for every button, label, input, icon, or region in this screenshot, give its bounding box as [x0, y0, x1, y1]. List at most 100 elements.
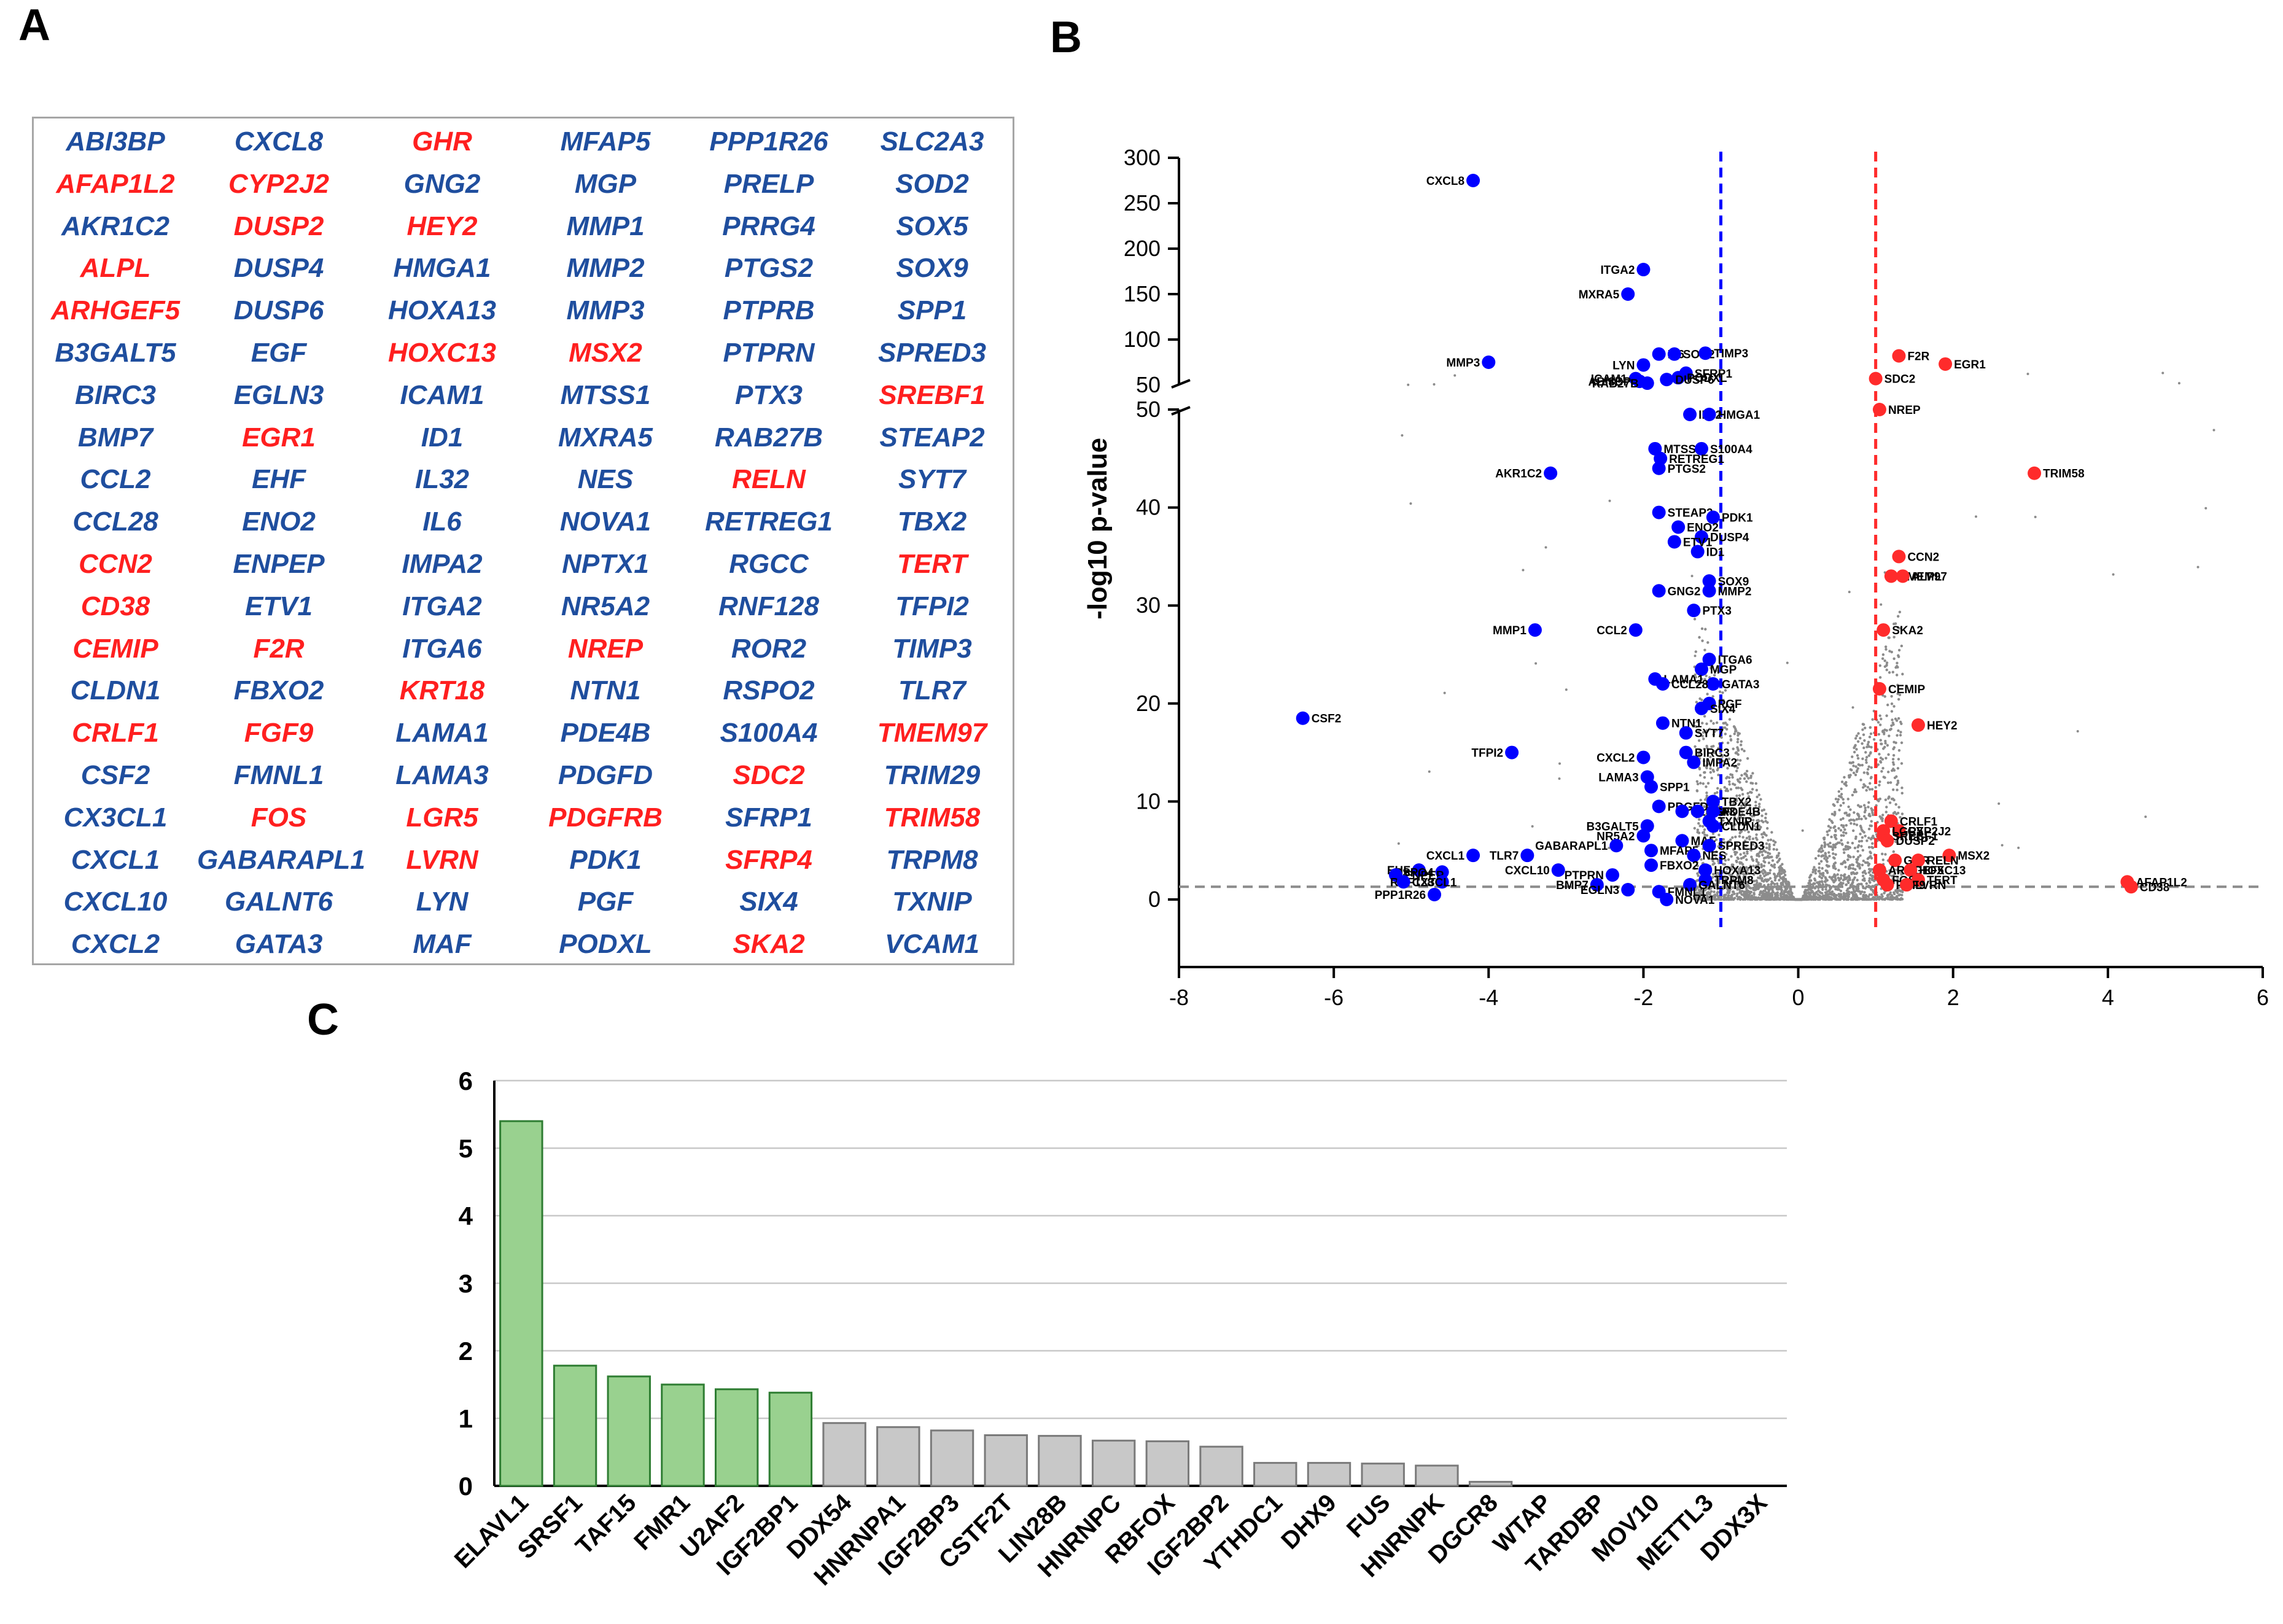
- gray-point: [1783, 874, 1787, 877]
- gray-point: [1855, 860, 1859, 864]
- gene-point: [1671, 520, 1686, 534]
- gray-point: [1765, 893, 1768, 896]
- gray-point: [1714, 857, 1717, 860]
- gray-point: [1839, 804, 1842, 807]
- gray-point: [1892, 635, 1896, 639]
- gene-point: [1660, 373, 1674, 387]
- gray-point: [1857, 817, 1861, 820]
- gene-cell: RGCC: [729, 549, 809, 579]
- gray-point: [1869, 874, 1872, 877]
- gray-point: [1735, 895, 1738, 898]
- gray-point: [1883, 695, 1886, 698]
- gray-point: [1826, 895, 1830, 898]
- gene-cell: ALPL: [80, 253, 151, 284]
- gray-point: [1699, 893, 1703, 896]
- gray-point: [1833, 810, 1837, 814]
- gray-point: [1870, 745, 1873, 749]
- gene-point: [1667, 347, 1681, 361]
- gray-point: [1737, 734, 1740, 737]
- gray-point: [1866, 861, 1869, 864]
- gray-point: [1874, 786, 1877, 789]
- gray-point: [1885, 661, 1889, 664]
- gene-point-label: CRLF1: [1900, 815, 1938, 828]
- gray-point: [1837, 826, 1840, 830]
- gray-point: [1720, 736, 1723, 739]
- gene-cell: PTX3: [734, 379, 803, 410]
- bar: [714, 1388, 759, 1487]
- gene-cell: CD38: [80, 591, 150, 621]
- gray-point: [1741, 793, 1744, 796]
- gray-point: [1735, 787, 1738, 790]
- gray-point: [1845, 889, 1849, 892]
- gene-cell: MMP2: [566, 253, 645, 284]
- gray-point: [1732, 848, 1735, 851]
- gray-point: [1696, 828, 1700, 831]
- gray-point: [1867, 806, 1870, 809]
- gray-point: [1770, 831, 1773, 834]
- gray-point: [1746, 812, 1749, 815]
- gene-cell: DUSP6: [233, 295, 324, 326]
- gray-point: [1900, 741, 1904, 744]
- gray-point: [1811, 868, 1815, 871]
- gray-point: [1900, 787, 1904, 790]
- gray-point: [1776, 897, 1779, 900]
- gray-point: [1890, 694, 1893, 698]
- gray-point: [1862, 733, 1865, 736]
- gene-point: [1911, 718, 1925, 732]
- gray-point: [1706, 896, 1709, 899]
- gray-point: [1881, 814, 1884, 817]
- gray-point: [1397, 842, 1400, 845]
- gray-point: [1814, 895, 1818, 899]
- gene-point: [1636, 829, 1651, 843]
- gray-point: [1881, 817, 1884, 820]
- y-tick-label: 5: [459, 1134, 473, 1163]
- gray-point: [1700, 858, 1703, 861]
- gray-point: [1842, 801, 1845, 804]
- gray-point: [1892, 769, 1896, 772]
- gray-point: [1851, 898, 1854, 901]
- gray-point: [1742, 856, 1745, 859]
- gray-point: [1757, 805, 1761, 809]
- gray-point: [1695, 861, 1699, 864]
- gray-point: [1890, 710, 1894, 713]
- gene-cell: PRRG4: [722, 211, 815, 241]
- gray-point: [1893, 810, 1897, 814]
- gray-point: [1701, 721, 1704, 725]
- gene-cell: LAMA1: [395, 718, 489, 748]
- gray-point: [1880, 603, 1883, 606]
- gray-point: [1848, 819, 1851, 822]
- gray-point: [1728, 866, 1731, 869]
- gray-point: [1728, 718, 1732, 721]
- gray-point: [1840, 839, 1843, 842]
- gray-point: [1741, 813, 1744, 816]
- gray-point: [1764, 873, 1768, 876]
- gene-point-label: TBX2: [1722, 796, 1752, 809]
- gray-point: [1694, 655, 1697, 658]
- gray-point: [1736, 758, 1739, 762]
- gray-point: [1861, 890, 1864, 893]
- gray-point: [1778, 866, 1781, 869]
- gray-point: [1783, 871, 1786, 874]
- gene-point-label: MSX2: [1958, 850, 1989, 863]
- gray-point: [1756, 838, 1759, 841]
- gene-cell: S100A4: [720, 718, 818, 748]
- gene-point-label: SPP1: [1660, 781, 1690, 794]
- gene-point: [1698, 863, 1713, 877]
- gray-point: [1794, 898, 1797, 901]
- gray-point: [1883, 745, 1886, 749]
- gray-point: [1771, 859, 1775, 862]
- gray-point: [1740, 787, 1743, 790]
- gray-point: [1723, 881, 1727, 884]
- gray-point: [1708, 728, 1711, 731]
- gray-point: [1830, 812, 1834, 815]
- gray-point: [1752, 814, 1756, 818]
- gray-point: [1867, 828, 1871, 831]
- gene-point: [1706, 677, 1720, 691]
- gray-point: [1837, 888, 1840, 891]
- y-tick-label: 30: [1136, 592, 1161, 618]
- gene-point: [1675, 834, 1689, 848]
- gene-point-label: TMEM97: [1900, 570, 1947, 583]
- y-tick-label: 0: [1148, 887, 1161, 912]
- gene-point: [1884, 569, 1898, 583]
- gene-point-label: EGR1: [1954, 359, 1986, 371]
